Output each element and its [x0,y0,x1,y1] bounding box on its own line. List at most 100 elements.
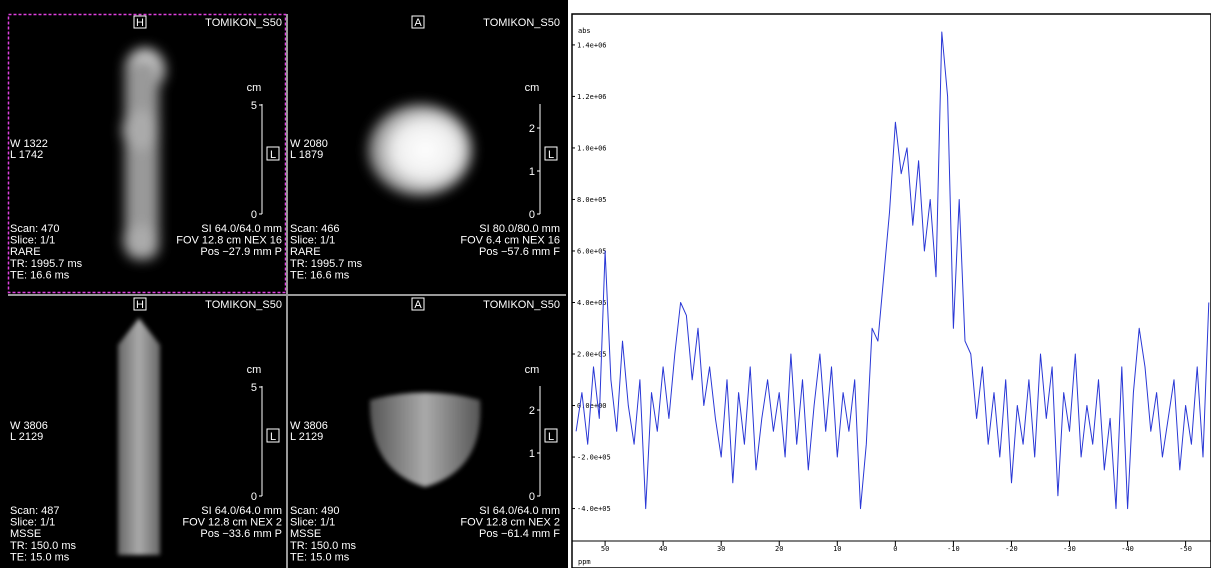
y-tick-label: 6.0e+05 [577,247,607,255]
scan-info: RARE [290,246,321,258]
scale-label: 5 [251,382,257,394]
scan-info: TE: 16.6 ms [10,269,70,281]
scan-info: TR: 150.0 ms [10,540,77,552]
geometry-info: FOV 6.4 cm NEX 16 [460,235,560,247]
orientation-box [133,15,147,29]
scale-label: 0 [529,209,535,221]
study-name: TOMIKON_S50 [483,299,560,311]
x-tick-label: -30 [1063,545,1076,553]
orientation-box [133,297,147,311]
geometry-info: Pos −57.6 mm F [479,246,560,258]
window-level: W 2080 [290,138,328,150]
scale-label: 2 [529,123,535,135]
geometry-info: Pos −33.6 mm P [200,528,282,540]
geometry-info: FOV 12.8 cm NEX 2 [182,517,282,529]
scale-label: 0 [529,491,535,503]
x-tick-label: 20 [775,545,783,553]
side-box [544,146,558,161]
side: L [548,149,554,161]
image-2 [368,104,472,196]
window-level: L 2129 [10,431,43,443]
geometry-info: SI 64.0/64.0 mm [201,505,282,517]
y-tick-label: 8.0e+05 [577,196,607,204]
orientation: A [414,17,422,29]
y-tick-label: 1.2e+06 [577,93,607,101]
geometry-info: FOV 12.8 cm NEX 2 [460,517,560,529]
side: L [270,431,276,443]
x-axis-label: ppm [578,558,591,566]
study-name: TOMIKON_S50 [205,299,282,311]
x-tick-label: 0 [893,545,897,553]
orientation: A [414,299,422,311]
scale-unit: cm [525,82,540,94]
image-4 [369,392,481,487]
selected-frame [7,13,287,294]
x-tick-label: -20 [1005,545,1018,553]
orientation: H [136,299,144,311]
scan-info: MSSE [10,528,41,540]
scan-info: TE: 15.0 ms [10,551,70,563]
x-tick-label: -50 [1179,545,1192,553]
geometry-info: SI 80.0/80.0 mm [479,223,560,235]
y-tick-label: 0.0e+00 [577,402,607,410]
image-1 [122,48,165,260]
scale-label: 0 [251,491,257,503]
y-tick-label: -2.0e+05 [577,454,611,462]
scan-info: Scan: 490 [290,505,340,517]
scan-info: Slice: 1/1 [10,235,55,247]
x-tick-label: 10 [833,545,841,553]
y-tick-label: 4.0e+05 [577,299,607,307]
study-name: TOMIKON_S50 [483,17,560,29]
window-level: L 1879 [290,149,323,161]
geometry-info: SI 64.0/64.0 mm [479,505,560,517]
geometry-info: Pos −27.9 mm P [200,246,282,258]
y-axis-label: abs [578,27,591,35]
scale-label: 2 [529,405,535,417]
orientation-box [411,15,425,29]
orientation: H [136,17,144,29]
scan-info: TR: 1995.7 ms [10,258,83,270]
scan-info: RARE [10,246,41,258]
spectrum-frame [571,13,1211,568]
geometry-info: FOV 12.8 cm NEX 16 [176,235,282,247]
scale-label: 1 [529,448,535,460]
scale-label: 1 [529,166,535,178]
study-name: TOMIKON_S50 [205,17,282,29]
x-tick-label: -10 [947,545,960,553]
y-tick-label: 1.0e+06 [577,144,607,152]
scale-unit: cm [247,364,262,376]
geometry-info: Pos −61.4 mm F [479,528,560,540]
scale-unit: cm [247,82,262,94]
scan-info: Scan: 487 [10,505,60,517]
window-level: L 2129 [290,431,323,443]
orientation-box [411,297,425,311]
scan-info: Slice: 1/1 [290,235,335,247]
scan-info: Slice: 1/1 [10,517,55,529]
side: L [270,149,276,161]
window-level: W 1322 [10,138,48,150]
window-level: W 3806 [290,420,328,432]
scale-unit: cm [525,364,540,376]
side-box [544,428,558,443]
x-tick-label: -40 [1121,545,1134,553]
viewer-background [0,0,568,568]
scale-label: 5 [251,100,257,112]
scan-info: Slice: 1/1 [290,517,335,529]
scan-info: Scan: 466 [290,223,340,235]
image-3 [118,318,160,555]
scale-label: 0 [251,209,257,221]
x-tick-label: 50 [601,545,609,553]
spectrum-line [575,31,1210,510]
scan-info: TE: 15.0 ms [290,551,350,563]
scan-info: MSSE [290,528,321,540]
x-tick-label: 40 [659,545,667,553]
y-tick-label: 2.0e+05 [577,351,607,359]
y-tick-label: -4.0e+05 [577,505,611,513]
window-level: L 1742 [10,149,43,161]
window-level: W 3806 [10,420,48,432]
scan-info: TR: 1995.7 ms [290,258,363,270]
scan-info: TR: 150.0 ms [290,540,357,552]
geometry-info: SI 64.0/64.0 mm [201,223,282,235]
x-tick-label: 30 [717,545,725,553]
